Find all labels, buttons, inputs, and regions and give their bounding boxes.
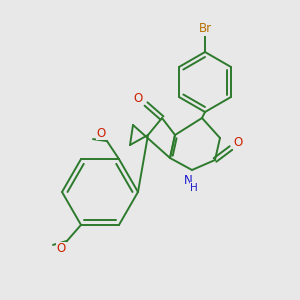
Text: O: O xyxy=(233,136,243,149)
Text: O: O xyxy=(96,127,106,140)
Text: O: O xyxy=(134,92,142,106)
Text: N: N xyxy=(184,173,192,187)
Text: Br: Br xyxy=(198,22,212,35)
Text: O: O xyxy=(56,242,66,255)
Text: H: H xyxy=(190,183,198,193)
